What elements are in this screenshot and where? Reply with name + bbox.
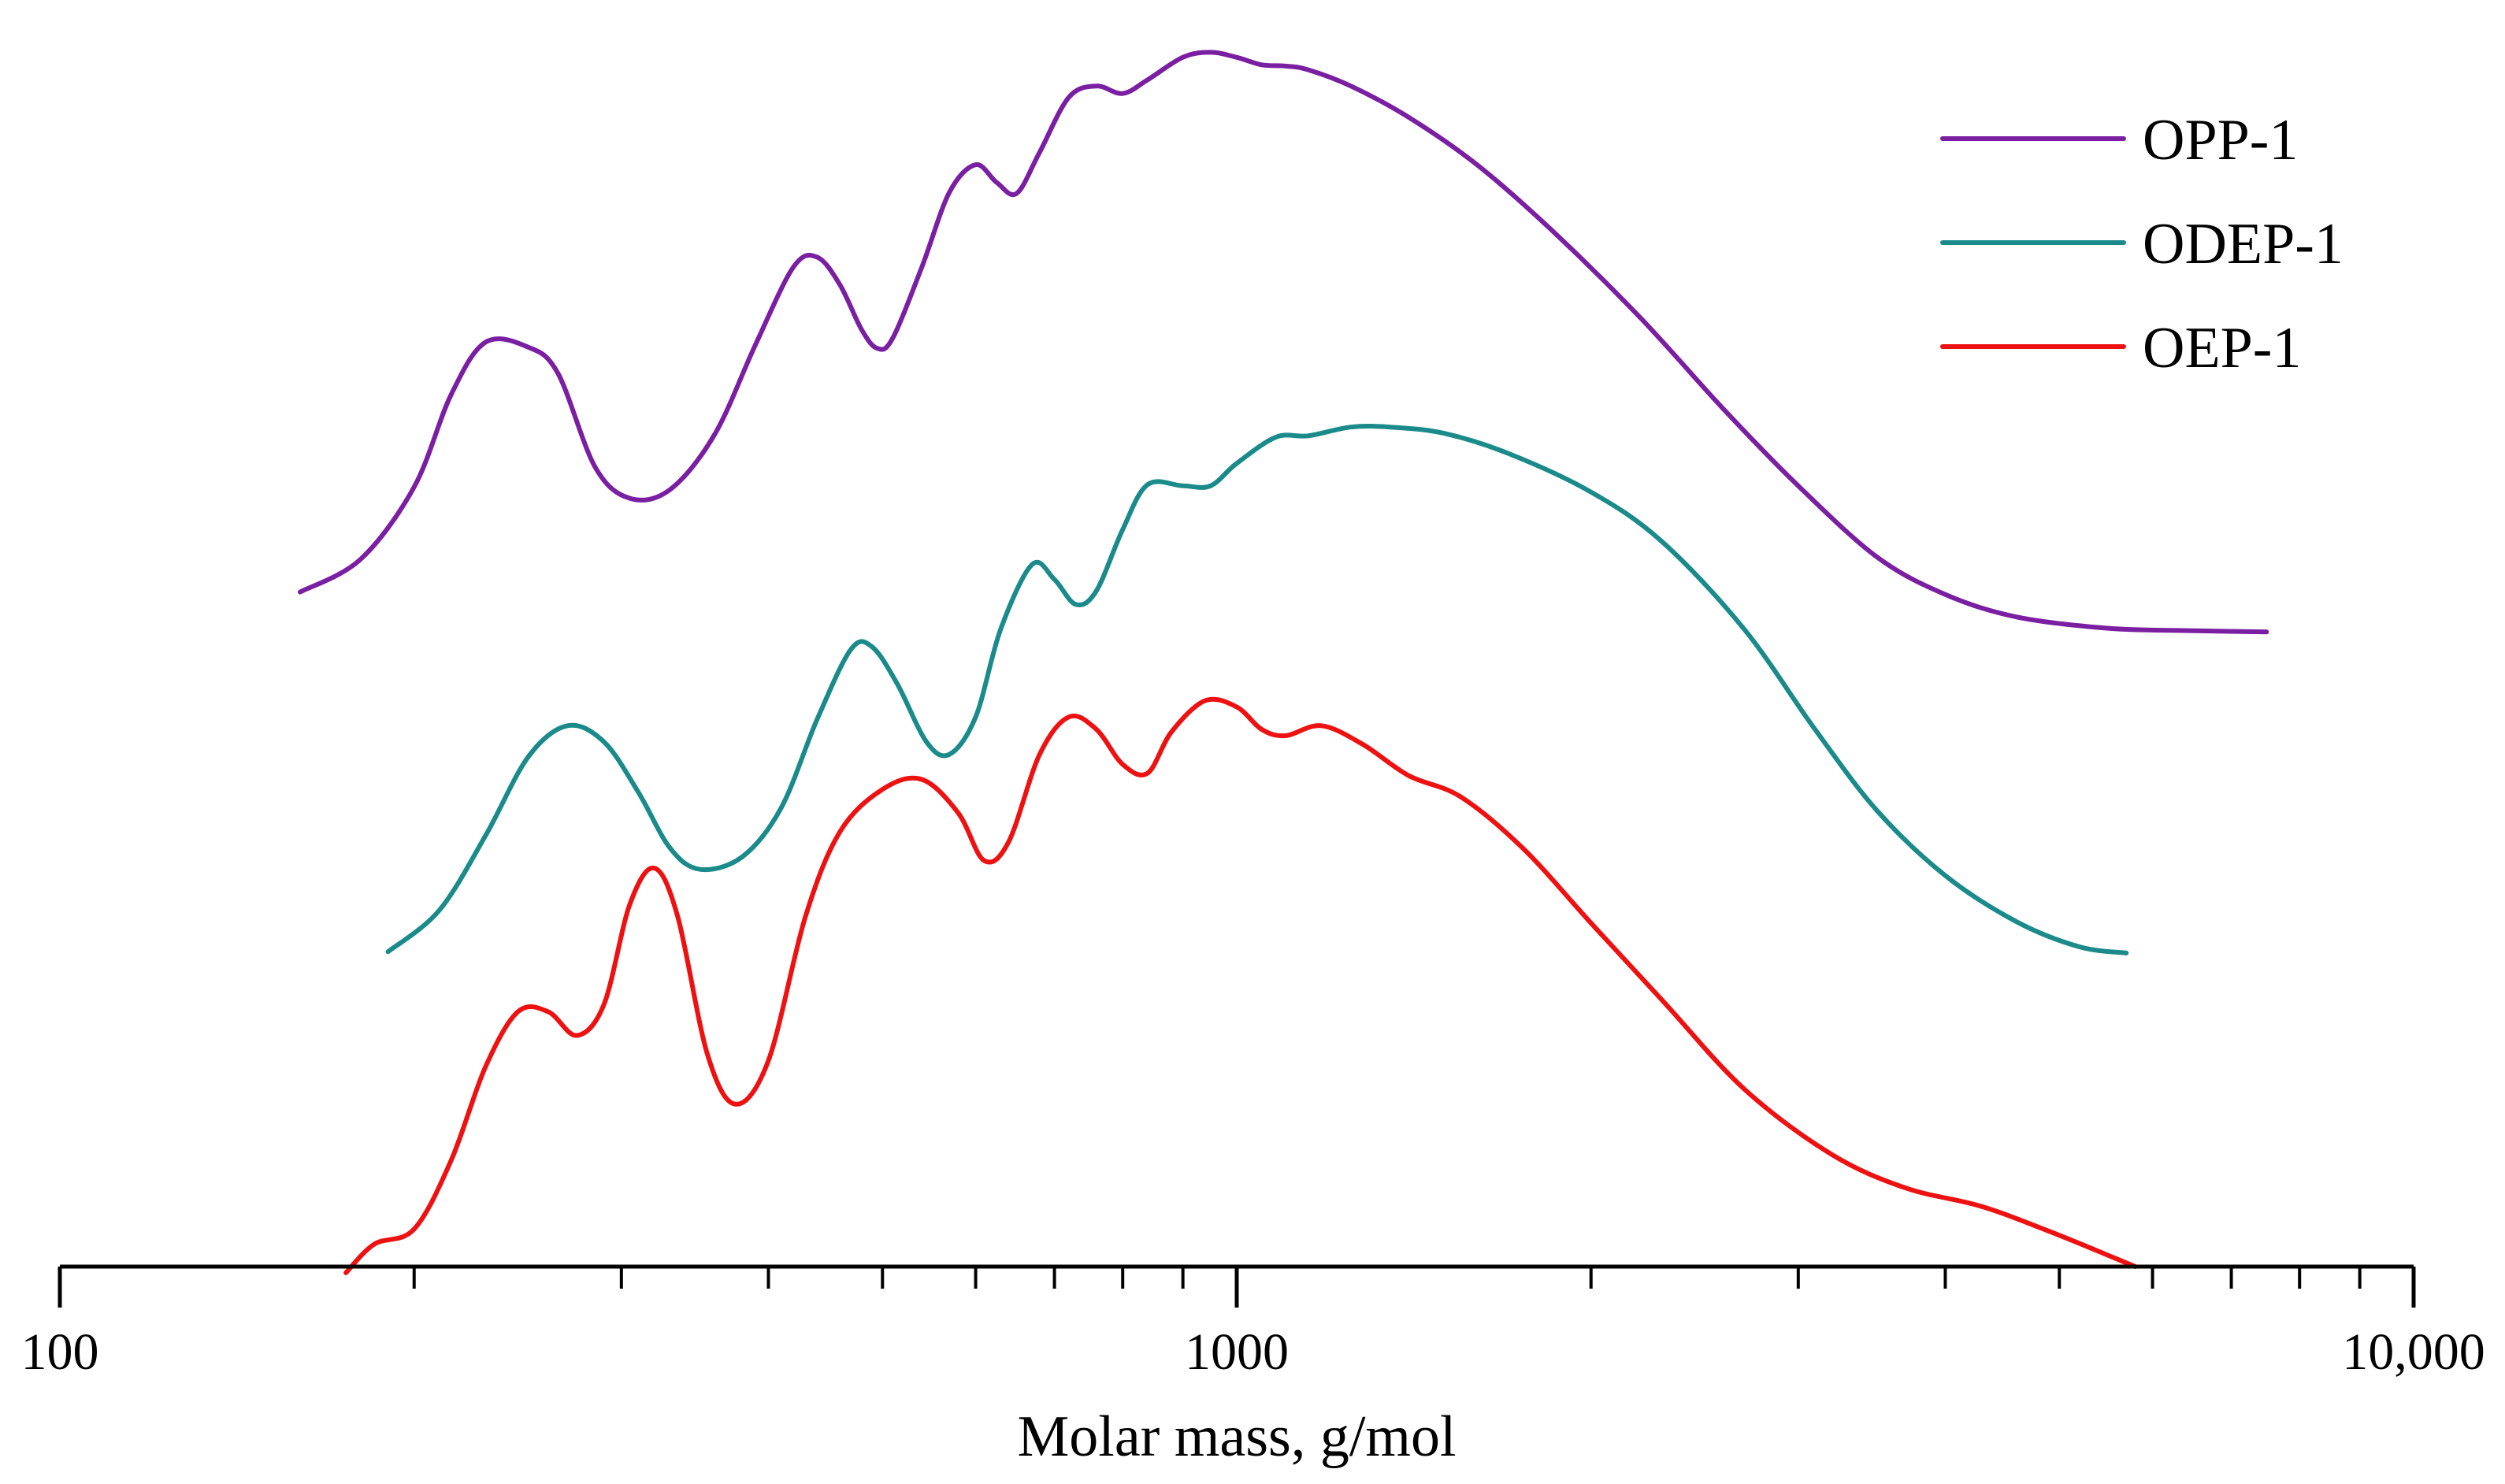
legend-label-odep-1: ODEP-1 xyxy=(2143,212,2344,276)
x-tick-label: 1000 xyxy=(1185,1323,1289,1381)
series-line-opp-1 xyxy=(298,50,2269,635)
legend: OPP-1 ODEP-1 OEP-1 xyxy=(1940,108,2344,380)
legend-label-opp-1: OPP-1 xyxy=(2143,108,2298,173)
series-line-odep-1 xyxy=(385,424,2129,955)
x-axis: 100 1000 10,000 xyxy=(21,1264,2485,1381)
legend-label-oep-1: OEP-1 xyxy=(2143,316,2301,380)
series-layer xyxy=(298,50,2269,1275)
x-axis-title: Molar mass, g/mol xyxy=(1017,1404,1456,1469)
x-tick-label: 10,000 xyxy=(2342,1323,2485,1381)
series-line-oep-1 xyxy=(343,696,2138,1275)
x-tick-label: 100 xyxy=(21,1323,99,1381)
